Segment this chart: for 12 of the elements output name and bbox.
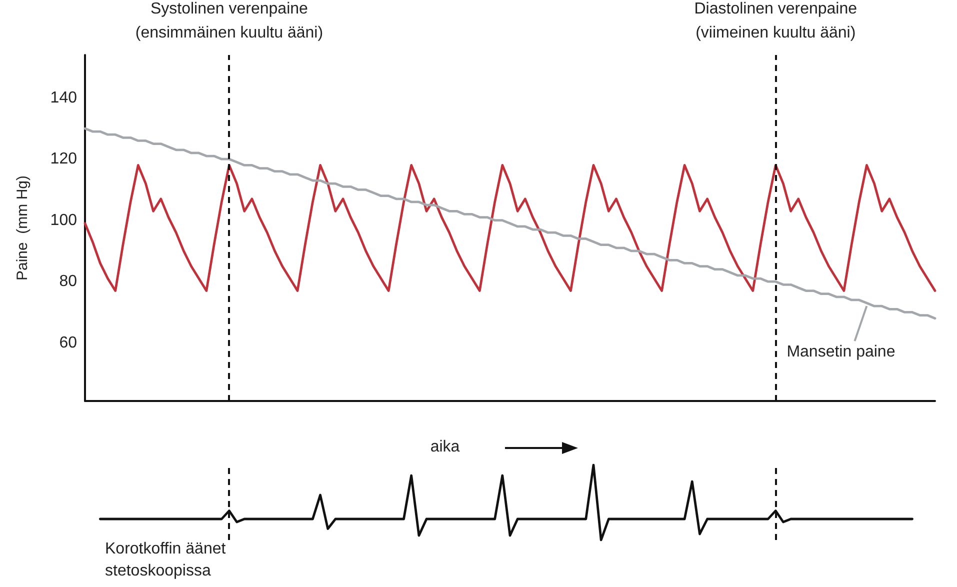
y-tick-label: 140 — [50, 89, 78, 106]
y-tick-label: 80 — [59, 273, 78, 290]
text: Systolinen verenpaine (ensimmäinen kuultu ääni) — [135, 0, 324, 42]
x-axis-title: aika — [430, 438, 460, 456]
y-tick-label: 60 — [59, 334, 78, 352]
line-series — [84, 164, 936, 292]
y-tick-label: 120 — [50, 150, 78, 168]
y-tick-label: 100 — [50, 212, 78, 229]
y-axis-title: Paine (mm Hg) — [14, 175, 31, 281]
text: Korotkoffin äänet stetoskoopissa — [105, 540, 230, 580]
legend-label: Mansetin paine — [786, 344, 896, 361]
text: Diastolinen verenpaine (viimeinen kuultu ääni) — [694, 0, 858, 42]
